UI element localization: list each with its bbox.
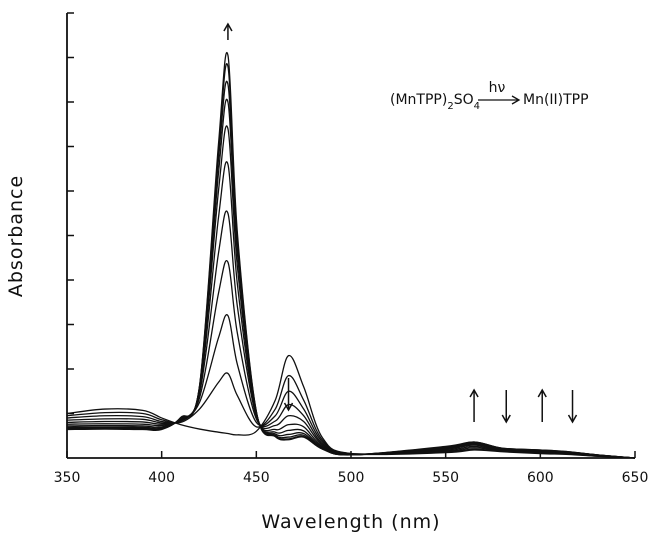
x-tick-label: 650: [622, 470, 649, 486]
change-arrows-group: [223, 22, 578, 424]
svg-text:(MnTPP)2SO4: (MnTPP)2SO4: [390, 92, 480, 112]
arrow-up-icon: [537, 388, 547, 422]
y-axis-ticks: [67, 12, 74, 415]
arrow-down-icon: [567, 390, 578, 424]
x-tick-label: 550: [432, 470, 459, 486]
x-axis-title: Wavelength (nm): [261, 511, 440, 533]
reactant-subscript-4: 4: [474, 101, 480, 112]
spectrum-line-7: [66, 125, 636, 459]
reaction-arrowhead: [511, 95, 521, 105]
arrow-up-icon: [469, 388, 479, 422]
x-tick-label: 350: [54, 470, 81, 486]
reaction-annotation: (MnTPP)2SO4 hν Mn(II)TPP: [390, 80, 589, 112]
y-axis-title: Absorbance: [5, 175, 27, 297]
arrow-up-icon: [223, 22, 233, 40]
x-tick-label: 600: [527, 470, 554, 486]
arrow-down-icon: [283, 378, 294, 412]
x-tick-label: 400: [148, 470, 175, 486]
spectrum-line-1: [66, 354, 636, 459]
arrow-down-icon: [501, 390, 511, 424]
spectrum-line-9: [66, 80, 636, 459]
spectrum-line-3: [66, 314, 636, 459]
reactant-subscript-2: 2: [447, 101, 453, 112]
spectrum-series-group: [66, 52, 636, 459]
reactant-label: (MnTPP): [390, 92, 447, 108]
arrow-label: hν: [489, 80, 506, 96]
x-tick-label: 450: [243, 470, 270, 486]
reactant-label-2: SO: [454, 92, 474, 108]
spectrum-line-10: [66, 63, 636, 459]
spectrum-line-11: [66, 52, 636, 459]
spectrum-line-8: [66, 98, 636, 459]
x-axis-ticks: 350 400 450 500 550 600 650: [54, 451, 649, 486]
product-label: Mn(II)TPP: [523, 92, 589, 108]
x-tick-label: 500: [338, 470, 365, 486]
spectrum-line-2: [66, 372, 636, 459]
